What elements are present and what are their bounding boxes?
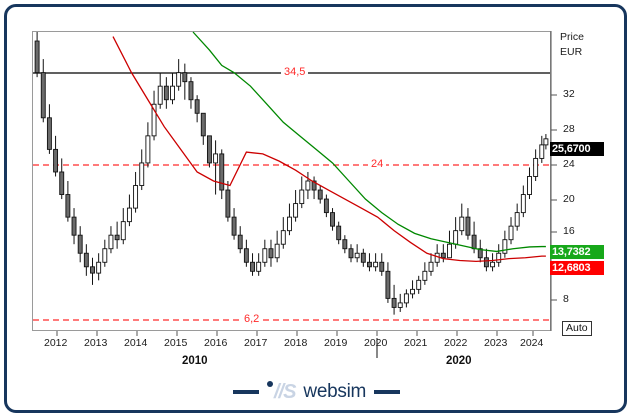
annotation-label-24: 24 <box>368 158 387 170</box>
x-tick-label-2022: 2022 <box>444 337 468 349</box>
last-price-badge: 25,6700 <box>550 142 604 156</box>
x-tick-label-2020: 2020 <box>364 337 388 349</box>
ma-red-value-badge: 12,6803 <box>550 261 604 275</box>
ma-green-line <box>192 31 546 253</box>
x-tick-label-2023: 2023 <box>484 337 508 349</box>
annotation-label-34-5: 34,5 <box>281 66 309 78</box>
y-axis-title-price: Price <box>560 31 584 43</box>
ma-green-value-badge: 13,7382 <box>550 245 604 259</box>
x-tick-label-2024: 2024 <box>520 337 544 349</box>
websim-logo: //S websim <box>0 372 633 412</box>
x-tick-label-2017: 2017 <box>244 337 268 349</box>
logo-mark: //S <box>266 380 296 404</box>
y-tick-label-28: 28 <box>563 123 575 135</box>
annotation-label-6-2: 6,2 <box>241 313 263 325</box>
logo-bar-right <box>374 390 401 394</box>
x-tick-label-2018: 2018 <box>284 337 308 349</box>
y-tick-label-32: 32 <box>563 88 575 100</box>
x-tick-label-2013: 2013 <box>84 337 108 349</box>
y-axis-title-currency: EUR <box>560 46 583 58</box>
logo-bar-left <box>232 390 259 394</box>
y-tick-label-8: 8 <box>563 293 569 305</box>
x-decade-label-2020: 2020 <box>446 355 472 367</box>
x-decade-label-2010: 2010 <box>182 355 208 367</box>
auto-scale-button[interactable]: Auto <box>562 321 592 336</box>
candlestick-series <box>34 32 549 315</box>
x-tick-marks <box>56 331 534 336</box>
x-tick-label-2012: 2012 <box>44 337 68 349</box>
ma-red-line <box>112 36 546 263</box>
x-tick-label-2014: 2014 <box>124 337 148 349</box>
x-tick-label-2016: 2016 <box>204 337 228 349</box>
x-tick-label-2019: 2019 <box>324 337 348 349</box>
x-tick-label-2021: 2021 <box>404 337 428 349</box>
x-tick-label-2015: 2015 <box>164 337 188 349</box>
y-tick-label-24: 24 <box>563 158 575 170</box>
y-tick-marks <box>550 31 557 331</box>
y-tick-label-20: 20 <box>563 193 575 205</box>
logo-wordmark: websim <box>303 381 367 402</box>
y-tick-label-16: 16 <box>563 225 575 237</box>
logo-dot <box>266 380 273 387</box>
